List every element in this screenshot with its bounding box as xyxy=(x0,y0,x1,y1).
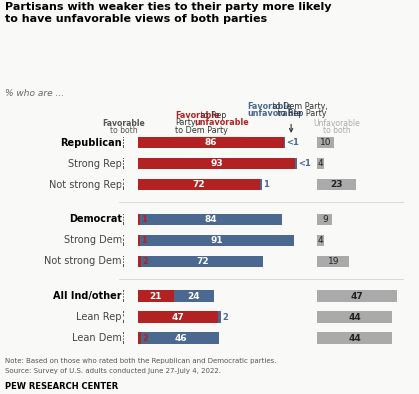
Text: 3: 3 xyxy=(121,159,127,168)
Text: to Rep Party: to Rep Party xyxy=(275,110,327,119)
Bar xyxy=(138,214,140,225)
Text: Strong Rep: Strong Rep xyxy=(68,159,122,169)
Text: 6: 6 xyxy=(121,215,127,224)
Bar xyxy=(123,256,124,267)
Text: Lean Rep: Lean Rep xyxy=(76,312,122,322)
Text: PEW RESEARCH CENTER: PEW RESEARCH CENTER xyxy=(5,382,119,391)
Text: 10: 10 xyxy=(320,138,331,147)
Text: 2: 2 xyxy=(143,334,149,342)
Text: to both: to both xyxy=(323,126,351,135)
Text: Democrat: Democrat xyxy=(69,214,122,224)
Text: 24: 24 xyxy=(188,292,200,301)
Text: 23: 23 xyxy=(331,180,343,189)
Text: Note: Based on those who rated both the Republican and Democratic parties.: Note: Based on those who rated both the … xyxy=(5,358,277,364)
Text: 9: 9 xyxy=(322,215,328,224)
Text: 2: 2 xyxy=(143,257,149,266)
Bar xyxy=(317,234,324,246)
Text: 4: 4 xyxy=(318,236,323,245)
Bar xyxy=(140,234,294,246)
Text: unfavorable: unfavorable xyxy=(194,118,249,127)
Text: Favorable: Favorable xyxy=(102,119,145,128)
Text: 47: 47 xyxy=(351,292,363,301)
Text: Favorable: Favorable xyxy=(176,110,220,119)
Text: 86: 86 xyxy=(204,138,217,147)
Bar xyxy=(317,332,392,344)
Bar xyxy=(317,311,392,323)
Bar xyxy=(284,137,285,149)
Bar xyxy=(260,179,261,190)
Text: to Dem Party: to Dem Party xyxy=(176,126,228,135)
Text: Partisans with weaker ties to their party more likely
to have unfavorable views : Partisans with weaker ties to their part… xyxy=(5,2,332,24)
Bar xyxy=(317,256,349,267)
Bar xyxy=(317,214,332,225)
Bar xyxy=(317,158,324,169)
Bar xyxy=(123,332,124,344)
Bar xyxy=(138,290,173,302)
Bar xyxy=(138,332,142,344)
Bar xyxy=(317,290,397,302)
Text: 4: 4 xyxy=(121,180,127,189)
Bar xyxy=(173,290,214,302)
Text: Lean Dem: Lean Dem xyxy=(72,333,122,343)
Text: 44: 44 xyxy=(348,312,361,322)
Bar xyxy=(138,311,217,323)
Bar xyxy=(123,179,124,190)
Text: Unfavorable: Unfavorable xyxy=(313,119,360,128)
Text: 3: 3 xyxy=(121,138,127,147)
Text: 46: 46 xyxy=(174,334,187,342)
Bar xyxy=(123,311,124,323)
Text: unfavorable: unfavorable xyxy=(248,110,303,119)
Text: 84: 84 xyxy=(204,215,217,224)
Text: 8: 8 xyxy=(121,334,127,342)
Text: to both: to both xyxy=(110,126,137,135)
Bar xyxy=(138,234,140,246)
Text: 91: 91 xyxy=(210,236,223,245)
Text: 44: 44 xyxy=(348,334,361,342)
Text: 47: 47 xyxy=(171,312,184,322)
Text: All Ind/other: All Ind/other xyxy=(53,291,122,301)
Bar xyxy=(123,290,124,302)
Text: 1: 1 xyxy=(141,236,147,245)
Text: Party,: Party, xyxy=(176,118,199,127)
Bar xyxy=(138,179,260,190)
Text: <1: <1 xyxy=(298,159,311,168)
Text: Strong Dem: Strong Dem xyxy=(64,235,122,245)
Bar xyxy=(123,214,124,225)
Bar xyxy=(138,137,284,149)
Bar xyxy=(295,158,297,169)
Bar xyxy=(142,332,219,344)
Text: 8: 8 xyxy=(121,257,127,266)
Bar xyxy=(123,158,124,169)
Text: Not strong Rep: Not strong Rep xyxy=(49,180,122,190)
Text: Republican: Republican xyxy=(60,138,122,148)
Text: % who are ...: % who are ... xyxy=(5,89,65,98)
Bar xyxy=(138,256,142,267)
Bar xyxy=(317,179,356,190)
Text: 4: 4 xyxy=(318,159,323,168)
Text: to Dem Party,: to Dem Party, xyxy=(270,102,328,111)
Bar xyxy=(140,214,282,225)
Text: 1: 1 xyxy=(263,180,269,189)
Text: 2: 2 xyxy=(222,312,228,322)
Bar xyxy=(217,311,221,323)
Text: 8: 8 xyxy=(121,292,127,301)
Bar xyxy=(138,158,295,169)
Text: Favorable: Favorable xyxy=(248,102,292,111)
Text: to Rep: to Rep xyxy=(198,110,227,119)
Text: 72: 72 xyxy=(193,180,205,189)
Bar xyxy=(142,256,263,267)
Text: 7: 7 xyxy=(121,312,127,322)
Bar xyxy=(123,234,124,246)
Text: 72: 72 xyxy=(196,257,209,266)
Text: 1: 1 xyxy=(141,215,147,224)
Text: 4: 4 xyxy=(121,236,127,245)
Text: 21: 21 xyxy=(150,292,162,301)
Text: Source: Survey of U.S. adults conducted June 27-July 4, 2022.: Source: Survey of U.S. adults conducted … xyxy=(5,368,222,374)
Bar xyxy=(317,137,334,149)
Text: 93: 93 xyxy=(210,159,223,168)
Bar xyxy=(123,137,124,149)
Text: <1: <1 xyxy=(287,138,300,147)
Text: 19: 19 xyxy=(328,257,339,266)
Text: Not strong Dem: Not strong Dem xyxy=(44,256,122,266)
